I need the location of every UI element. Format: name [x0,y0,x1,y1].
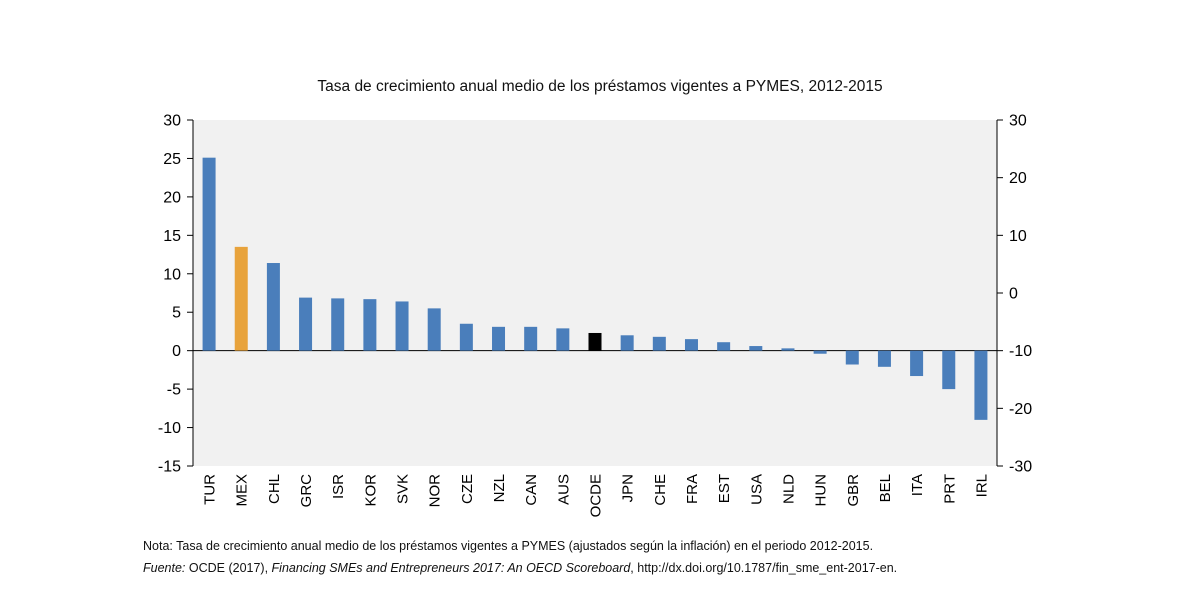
bar-chl [266,263,280,351]
source-org: OCDE (2017), [185,561,272,575]
category-label-che: CHE [652,474,669,506]
category-label-svk: SVK [395,474,412,504]
plot-area [193,120,997,466]
bar-bel [877,350,891,367]
category-label-kor: KOR [362,474,379,507]
bar-fra [684,339,698,351]
bar-hun [813,350,827,354]
bar-jpn [620,335,634,351]
bar-grc [299,297,313,351]
source-publication: Financing SMEs and Entrepreneurs 2017: A… [271,561,631,575]
right-tick-label: 30 [1009,113,1027,130]
bar-aus [556,328,570,351]
right-tick-label: 0 [1009,286,1018,303]
category-label-mex: MEX [234,474,251,507]
category-label-grc: GRC [298,474,315,508]
left-tick-label: 5 [172,305,181,322]
bar-ocde [588,332,602,351]
right-tick-label: -30 [1009,459,1032,476]
source-link: , http://dx.doi.org/10.1787/fin_sme_ent-… [630,561,898,575]
chart-note: Nota: Tasa de crecimiento anual medio de… [143,539,874,553]
category-label-ita: ITA [909,474,926,496]
left-tick-label: -15 [158,459,181,476]
left-tick-label: 25 [163,151,181,168]
category-label-chl: CHL [266,474,283,504]
category-label-isr: ISR [330,474,347,499]
left-tick-label: 15 [163,228,181,245]
left-tick-label: 0 [172,343,181,360]
right-tick-label: -10 [1009,343,1032,360]
left-tick-label: 20 [163,189,181,206]
bar-mex [234,246,248,351]
bar-est [717,342,731,351]
bar-che [652,336,666,351]
category-label-cze: CZE [459,474,476,504]
category-label-ocde: OCDE [588,474,605,517]
bar-kor [363,299,377,351]
bar-nzl [492,326,506,351]
chart-source: Fuente: OCDE (2017), Financing SMEs and … [143,561,897,575]
bar-ita [910,350,924,377]
category-label-usa: USA [748,474,765,505]
category-label-nzl: NZL [491,474,508,502]
bar-gbr [845,350,859,365]
left-tick-label: 10 [163,266,181,283]
category-label-nor: NOR [427,474,444,508]
category-label-irl: IRL [973,474,990,497]
bar-usa [749,346,763,351]
chart-title: Tasa de crecimiento anual medio de los p… [317,78,883,95]
bar-isr [331,298,345,351]
bar-prt [942,350,956,390]
category-label-prt: PRT [941,474,958,504]
left-tick-label: -5 [167,382,181,399]
bar-cze [459,323,473,351]
right-tick-label: 10 [1009,228,1027,245]
right-tick-label: 20 [1009,170,1027,187]
category-label-nld: NLD [780,474,797,504]
bar-nor [427,308,441,351]
category-label-bel: BEL [877,474,894,502]
category-label-aus: AUS [555,474,572,505]
right-tick-label: -20 [1009,401,1032,418]
bar-can [524,326,538,351]
bar-tur [202,157,216,351]
left-tick-label: -10 [158,420,181,437]
bar-irl [974,350,988,420]
category-label-tur: TUR [202,474,219,505]
category-label-est: EST [716,474,733,503]
left-tick-label: 30 [163,113,181,130]
bar-nld [781,348,795,351]
category-label-hun: HUN [813,474,830,507]
category-label-jpn: JPN [620,474,637,502]
source-label: Fuente: [143,561,186,575]
category-label-can: CAN [523,474,540,506]
category-label-fra: FRA [684,474,701,504]
bar-svk [395,301,409,351]
category-label-gbr: GBR [845,474,862,507]
